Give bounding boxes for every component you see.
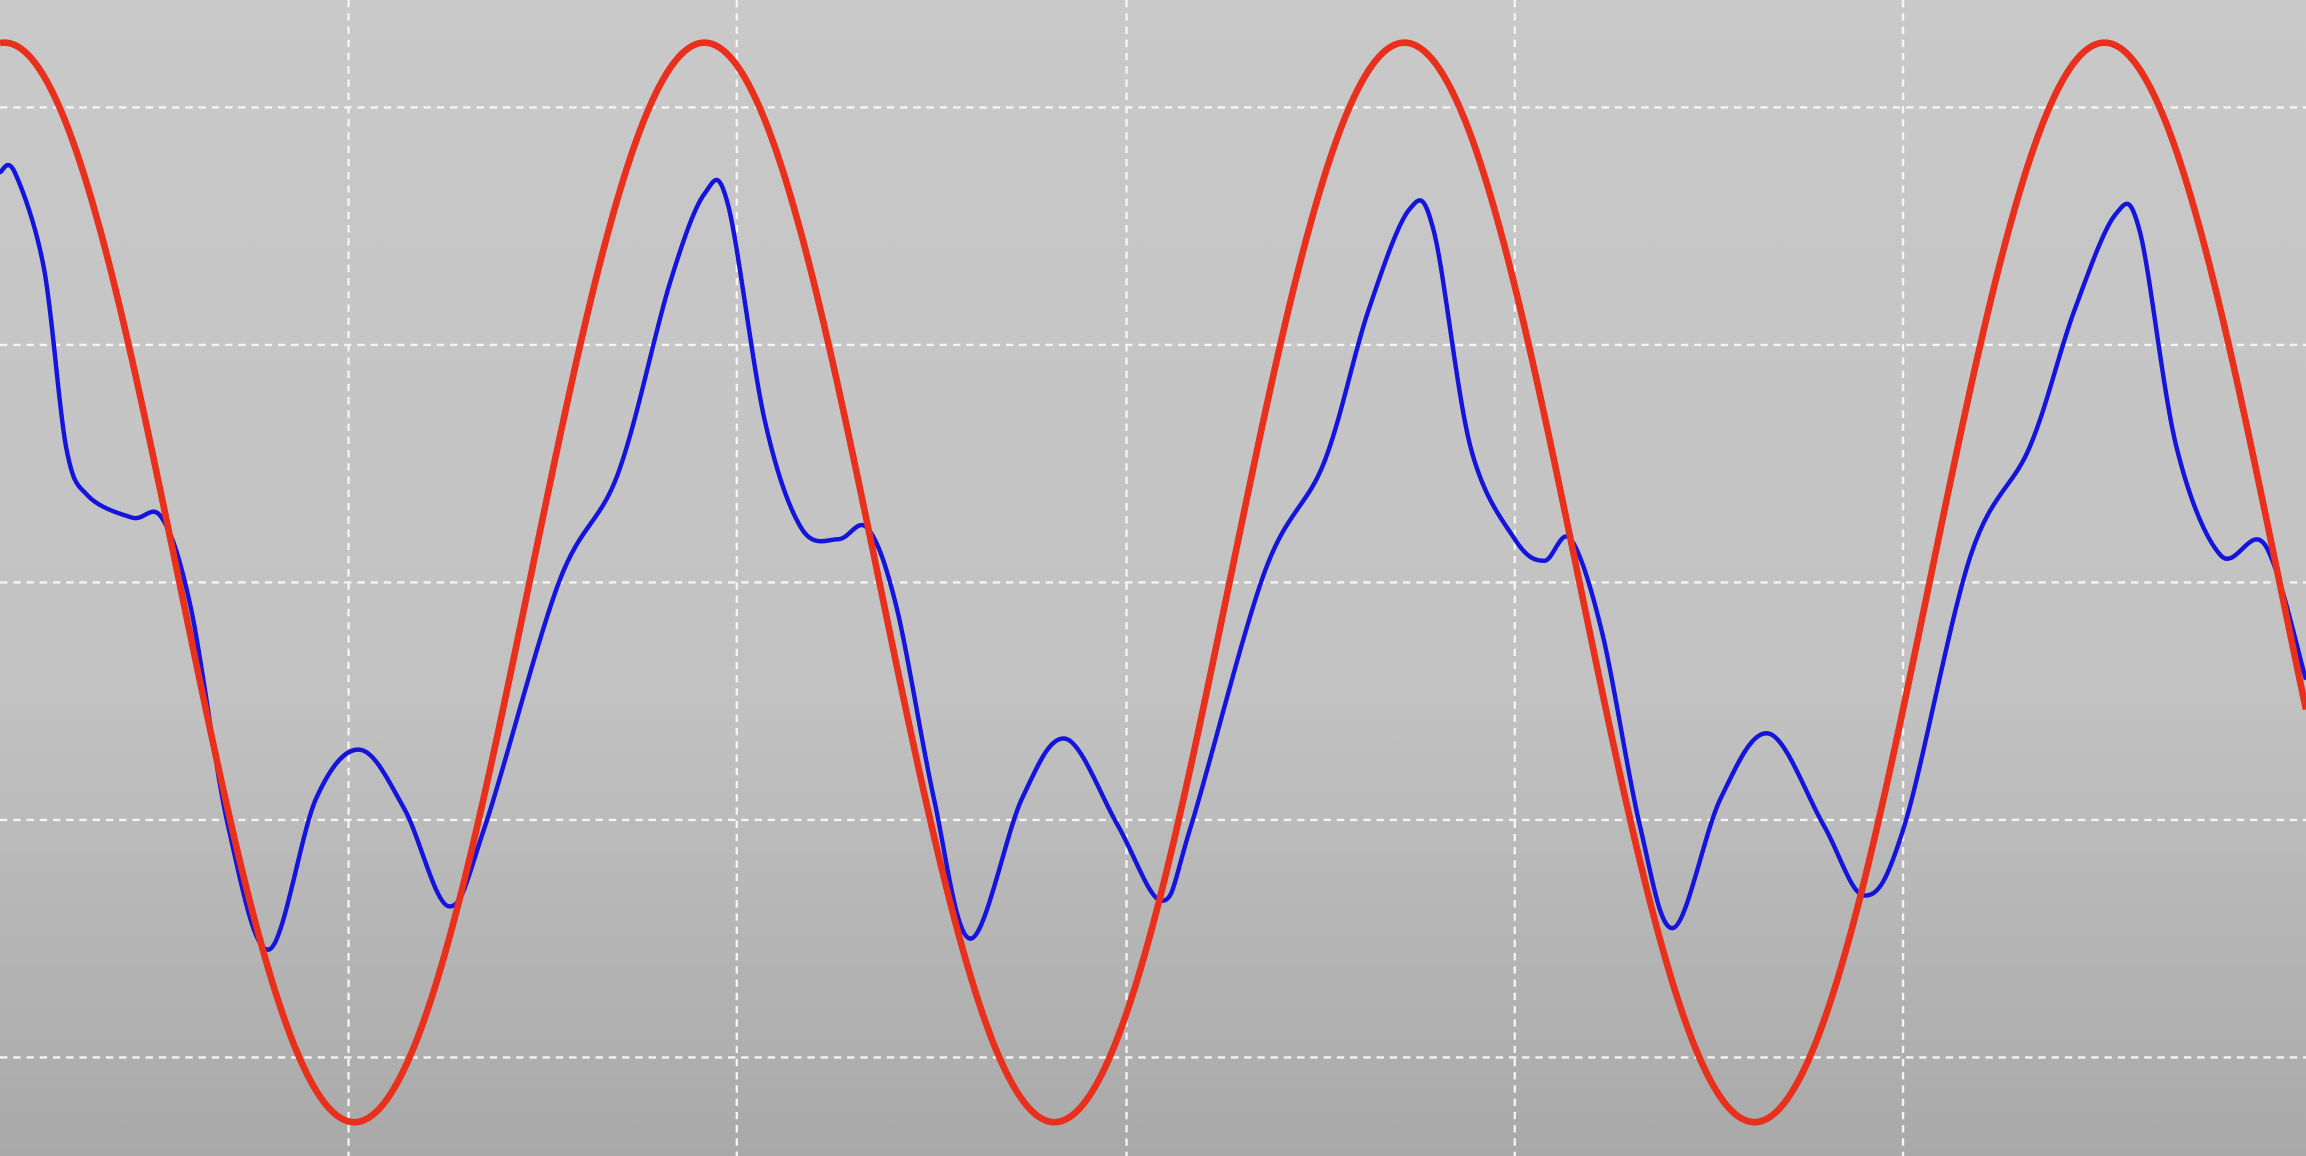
series-blue-line (0, 162, 2306, 952)
series-red-line (0, 39, 2306, 1126)
series-group (0, 39, 2306, 1126)
